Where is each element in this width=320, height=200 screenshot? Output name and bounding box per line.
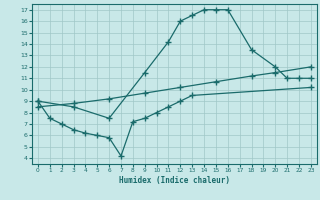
X-axis label: Humidex (Indice chaleur): Humidex (Indice chaleur) [119,176,230,185]
